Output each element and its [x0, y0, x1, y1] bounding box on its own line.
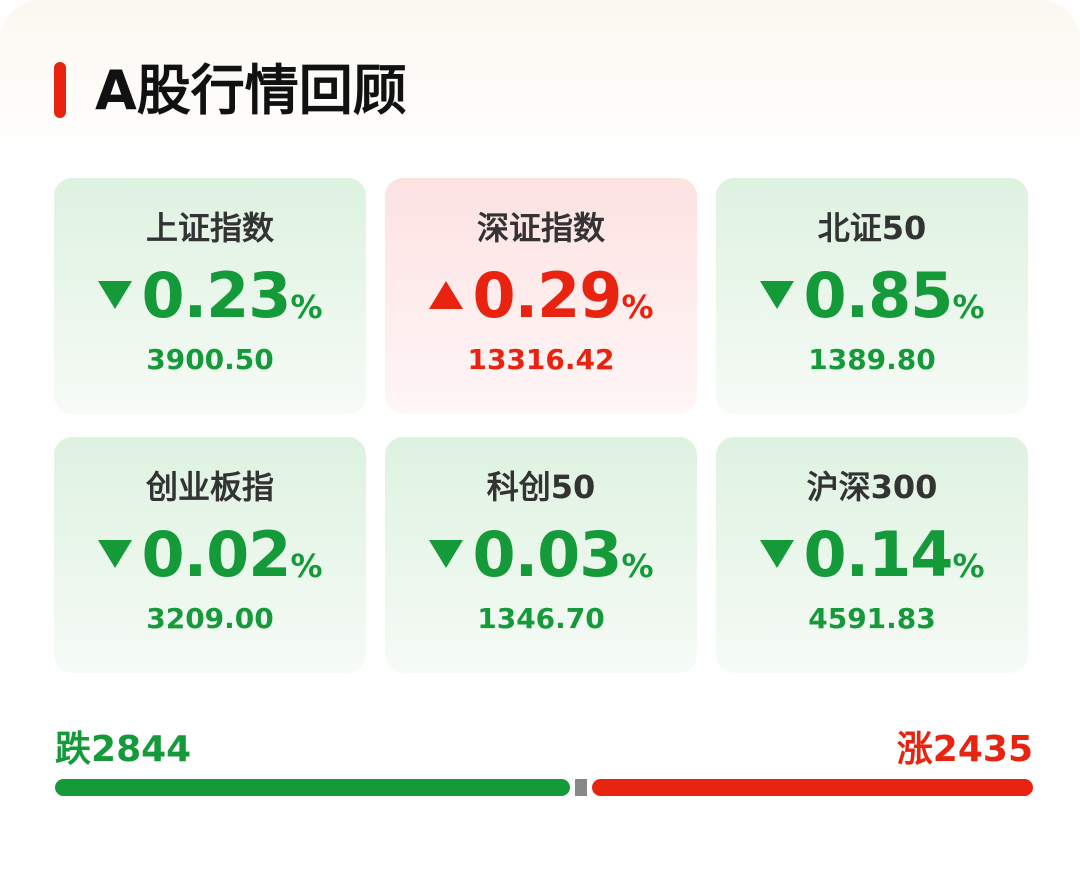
direction-arrow [760, 281, 795, 309]
rise-label: 涨2435 [897, 720, 1033, 772]
change-unit: % [290, 288, 323, 326]
change-value: 0.85 [803, 258, 953, 332]
arrow-shape [98, 281, 133, 309]
change: 0.29% [385, 250, 697, 340]
title: A股行情回顾 [95, 59, 407, 122]
change-unit: % [290, 547, 323, 585]
index-name: 深证指数 [476, 209, 605, 247]
divider [575, 779, 588, 796]
direction-arrow [760, 540, 795, 568]
rise-segment [592, 779, 1033, 796]
index-value: 3209.00 [146, 602, 274, 635]
arrow-shape [760, 540, 795, 568]
index-card: 创业板指 0.02% 3209.00 [54, 437, 366, 673]
index-card: 深证指数 0.29% 13316.42 [385, 178, 697, 414]
index-card: 上证指数 0.23% 3900.50 [54, 178, 366, 414]
change: 0.85% [716, 250, 1028, 340]
index-value: 1389.80 [808, 343, 936, 376]
change-value: 0.03 [472, 517, 622, 591]
index-cards: 上证指数 0.23% 3900.50 深证指数 0.29% 13316.42 北证50 0.8… [54, 178, 1028, 673]
arrow-shape [98, 540, 133, 568]
change-value: 0.02 [141, 517, 291, 591]
direction-arrow [429, 540, 464, 568]
change-value: 0.14 [803, 517, 953, 591]
index-name: 科创50 [486, 468, 596, 506]
direction-arrow [98, 540, 133, 568]
direction-arrow [98, 281, 133, 309]
change-unit: % [621, 547, 654, 585]
change-value: 0.29 [472, 258, 622, 332]
index-name: 上证指数 [145, 209, 274, 247]
index-card: 沪深300 0.14% 4591.83 [716, 437, 1028, 673]
index-card: 北证50 0.85% 1389.80 [716, 178, 1028, 414]
title-accent [54, 62, 66, 118]
index-name: 沪深300 [806, 468, 938, 506]
arrow-shape [760, 281, 795, 309]
index-card: 科创50 0.03% 1346.70 [385, 437, 697, 673]
fall-count: 2844 [91, 729, 192, 770]
direction-arrow [429, 281, 464, 309]
index-name: 北证50 [817, 209, 927, 247]
breadth-bar [55, 779, 1033, 796]
fall-segment [55, 779, 571, 796]
change-unit: % [952, 288, 985, 326]
index-value: 4591.83 [808, 602, 936, 635]
fall-text: 跌 [55, 729, 92, 770]
index-name: 创业板指 [145, 468, 274, 506]
change: 0.02% [54, 509, 366, 599]
change-unit: % [621, 288, 654, 326]
change-value: 0.23 [141, 258, 291, 332]
change: 0.14% [716, 509, 1028, 599]
arrow-shape [429, 281, 464, 309]
change: 0.23% [54, 250, 366, 340]
arrow-shape [429, 540, 464, 568]
change-unit: % [952, 547, 985, 585]
index-value: 1346.70 [477, 602, 605, 635]
rise-count: 2435 [932, 729, 1033, 770]
rise-text: 涨 [896, 729, 933, 770]
fall-label: 跌2844 [55, 720, 191, 772]
index-value: 3900.50 [146, 343, 274, 376]
index-value: 13316.42 [467, 343, 615, 376]
breadth-labels: 跌2844 涨2435 [55, 720, 1033, 772]
change: 0.03% [385, 509, 697, 599]
